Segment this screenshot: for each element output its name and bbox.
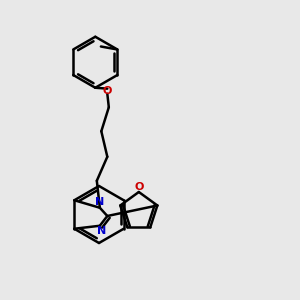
Text: N: N — [97, 226, 106, 236]
Text: O: O — [103, 86, 112, 96]
Text: O: O — [134, 182, 143, 193]
Text: N: N — [95, 197, 104, 207]
